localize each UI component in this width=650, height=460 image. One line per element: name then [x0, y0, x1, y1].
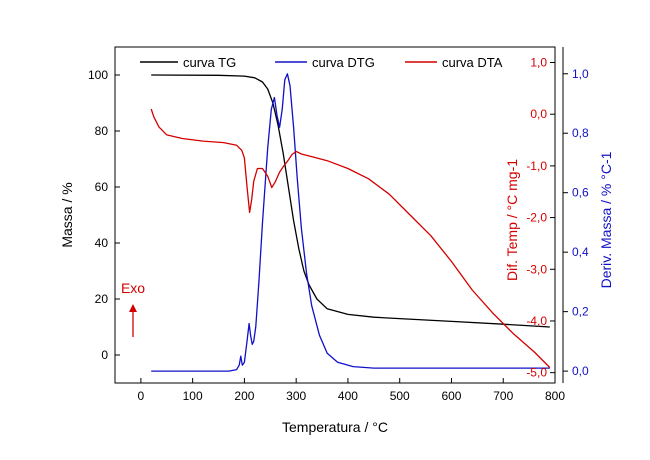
left-tick-label: 0	[101, 348, 108, 362]
x-tick-label: 100	[183, 389, 203, 403]
left-tick-label: 100	[88, 68, 108, 82]
dtg-tick-label: 0,6	[572, 186, 589, 200]
grid-frame	[114, 46, 556, 384]
x-tick-label: 0	[138, 389, 145, 403]
x-tick-label: 300	[286, 389, 306, 403]
x-axis-ticks: 0 100 200 300 400 500 600 700 800	[138, 378, 565, 403]
exo-label: Exo	[121, 280, 145, 296]
legend-label-dtg: curva DTG	[312, 55, 375, 70]
dta-tick-label: -1,0	[526, 159, 547, 173]
x-tick-label: 200	[234, 389, 254, 403]
dta-tick-label: 0,0	[530, 107, 547, 121]
series-line-0	[151, 74, 550, 328]
left-tick-label: 60	[95, 180, 109, 194]
legend: curva TG curva DTG curva DTA	[140, 55, 503, 70]
dta-tick-label: 1,0	[530, 56, 547, 70]
dta-axis-ticks: 1,0 0,0 -1,0 -2,0 -3,0 -4,0 -5,0	[526, 56, 555, 380]
legend-label-tg: curva TG	[183, 55, 236, 70]
x-tick-label: 400	[338, 389, 358, 403]
dtg-tick-label: 0,0	[572, 364, 589, 378]
plot-frame	[114, 46, 556, 384]
dta-axis-title: Dif. Temp / °C mg-1	[504, 159, 520, 281]
dta-tick-label: -2,0	[526, 211, 547, 225]
series-group	[150, 73, 551, 372]
left-tick-label: 40	[95, 236, 109, 250]
left-axis-title: Massa / %	[59, 182, 75, 247]
x-axis-title: Temperatura / °C	[282, 419, 388, 435]
dta-tick-label: -5,0	[526, 366, 547, 380]
exo-arrow-head	[129, 304, 137, 312]
x-tick-label: 700	[493, 389, 513, 403]
legend-label-dta: curva DTA	[442, 55, 503, 70]
left-tick-label: 20	[95, 292, 109, 306]
series-line-2	[150, 108, 551, 368]
exo-annotation: Exo	[121, 280, 145, 337]
dtg-tick-label: 1,0	[572, 67, 589, 81]
dtg-tick-label: 0,8	[572, 126, 589, 140]
dta-tick-label: -3,0	[526, 262, 547, 276]
dta-tick-label: -4,0	[526, 314, 547, 328]
x-tick-label: 500	[390, 389, 410, 403]
x-tick-label: 600	[441, 389, 461, 403]
dtg-tick-label: 0,2	[572, 305, 589, 319]
series-line-1	[151, 73, 550, 372]
x-tick-label: 800	[545, 389, 565, 403]
dtg-axis-ticks: 0,0 0,2 0,4 0,6 0,8 1,0	[562, 47, 589, 383]
left-axis-ticks: 0 20 40 60 80 100	[88, 68, 120, 362]
dtg-tick-label: 0,4	[572, 245, 589, 259]
left-tick-label: 80	[95, 124, 109, 138]
dtg-axis-title: Deriv. Massa / % °C-1	[598, 151, 614, 288]
